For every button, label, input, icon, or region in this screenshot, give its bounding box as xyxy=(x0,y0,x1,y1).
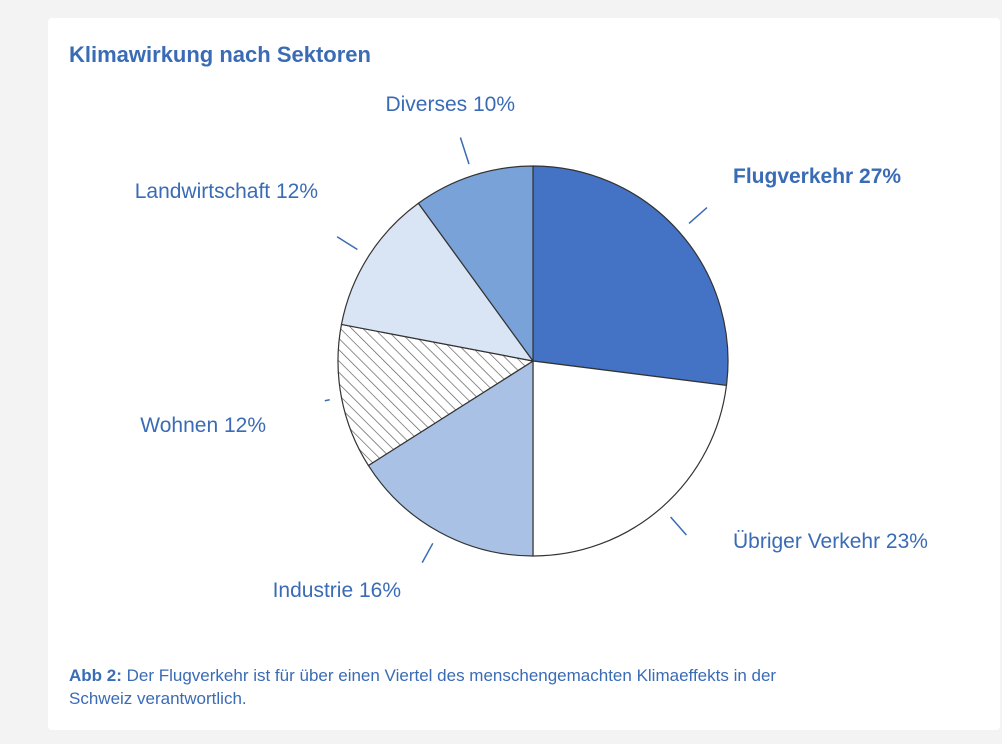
pie-slice-flugverkehr xyxy=(532,165,729,387)
pie-slice-übriger-verkehr xyxy=(532,360,728,557)
leader-line xyxy=(421,542,434,563)
pie-slice-wohnen xyxy=(337,323,534,467)
slice-label: Wohnen 12% xyxy=(140,414,266,437)
caption-text: Der Flugverkehr ist für über einen Viert… xyxy=(69,666,777,708)
leader-line xyxy=(324,399,330,402)
pie-slice-industrie xyxy=(367,360,534,557)
slice-label: Diverses 10% xyxy=(385,93,515,116)
slice-label: Landwirtschaft 12% xyxy=(135,180,318,203)
leader-line xyxy=(336,236,358,251)
slice-label: Flugverkehr 27% xyxy=(733,165,901,188)
slice-label: Übriger Verkehr 23% xyxy=(733,530,928,553)
leader-line xyxy=(688,207,708,224)
pie-slice-diverses xyxy=(417,165,534,362)
slice-label: Industrie 16% xyxy=(273,579,401,602)
leader-line xyxy=(459,137,470,165)
caption-prefix: Abb 2: xyxy=(69,666,122,685)
chart-title: Klimawirkung nach Sektoren xyxy=(69,42,371,67)
figure-caption: Abb 2: Der Flugverkehr ist für über eine… xyxy=(69,664,789,710)
leader-line xyxy=(670,516,687,536)
pie-slice-landwirtschaft xyxy=(340,202,534,362)
